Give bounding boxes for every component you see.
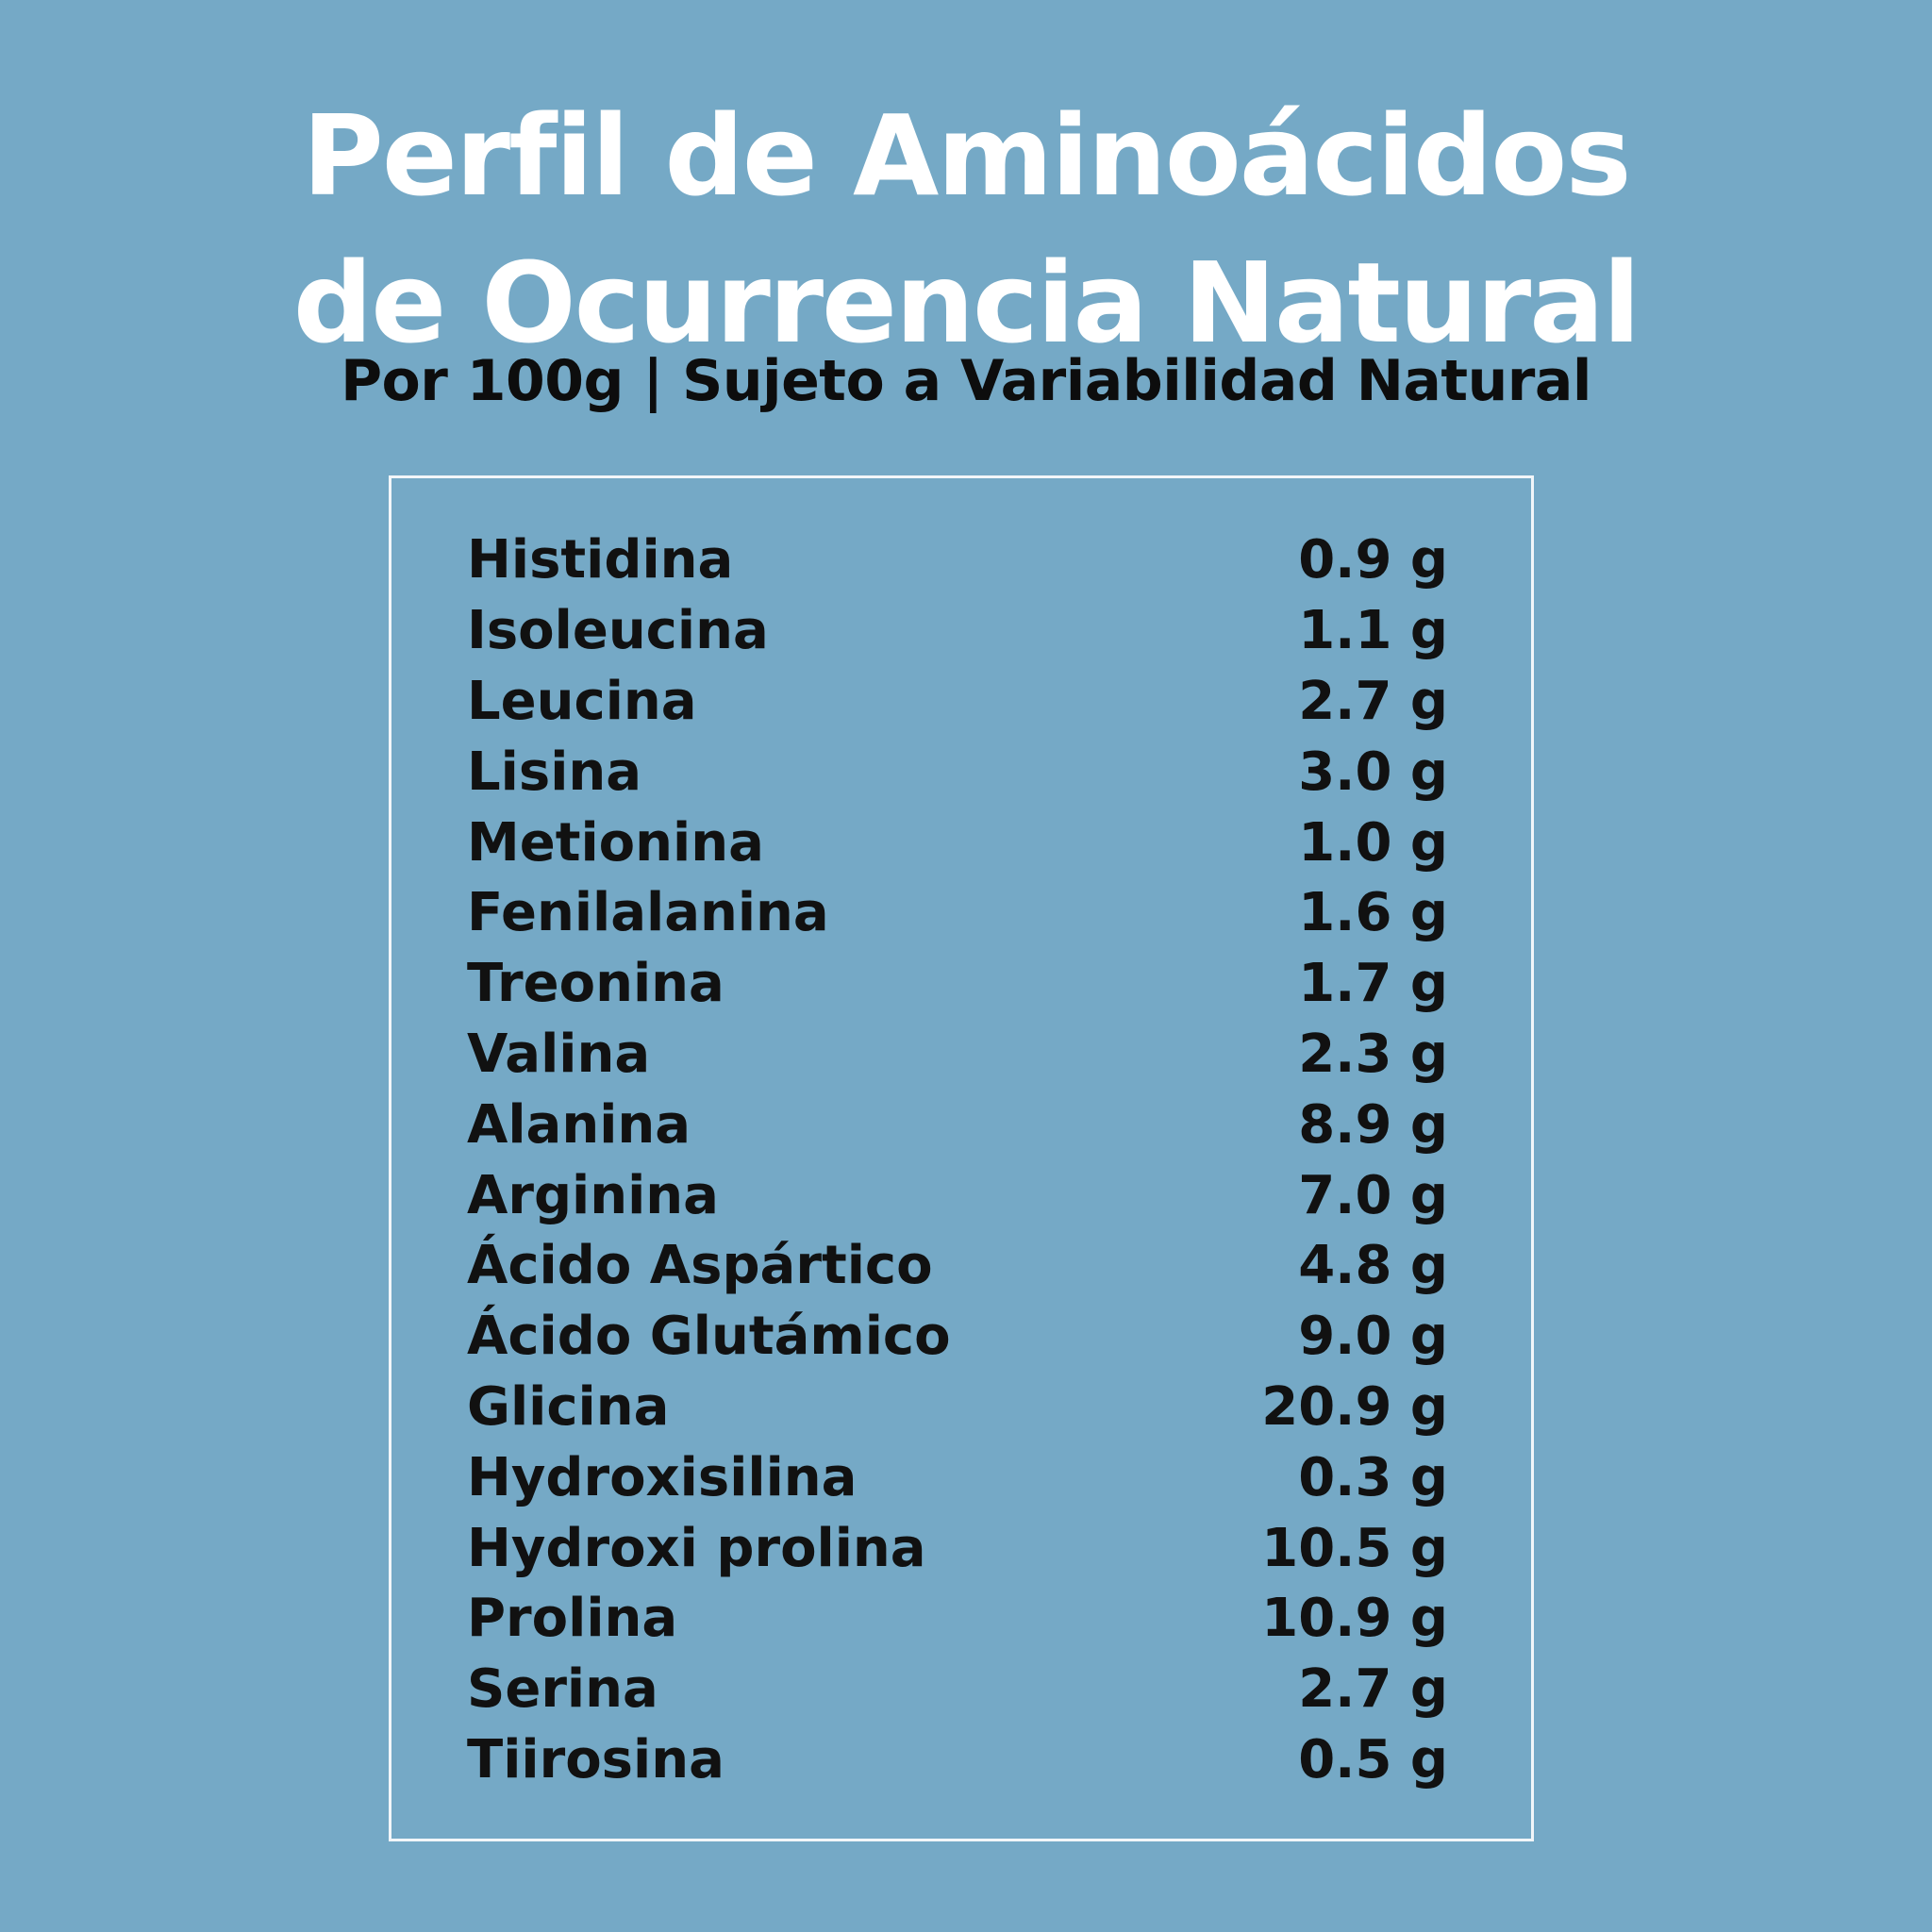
amino-acid-name: Ácido Glutámico bbox=[467, 1306, 951, 1368]
amino-acid-value: 2.7 g bbox=[1298, 670, 1448, 732]
amino-acid-value: 1.7 g bbox=[1298, 953, 1448, 1015]
amino-acid-name: Leucina bbox=[467, 670, 697, 732]
amino-acid-value: 1.0 g bbox=[1298, 811, 1448, 874]
list-item: Ácido Aspártico 4.8 g bbox=[467, 1231, 1448, 1302]
amino-acid-name: Isoleucina bbox=[467, 600, 769, 662]
list-item: Hydroxisilina 0.3 g bbox=[467, 1442, 1448, 1513]
page-title-line-1: Perfil de Aminoácidos bbox=[302, 91, 1631, 221]
amino-acid-value: 2.3 g bbox=[1298, 1023, 1448, 1085]
amino-acid-value: 3.0 g bbox=[1298, 741, 1448, 803]
amino-acid-value: 9.0 g bbox=[1298, 1306, 1448, 1368]
amino-acid-list: Histidina 0.9 g Isoleucina 1.1 g Leucina 2.… bbox=[467, 525, 1448, 1795]
amino-acid-name: Tiirosina bbox=[467, 1728, 724, 1790]
amino-acid-name: Hydroxi prolina bbox=[467, 1517, 926, 1579]
list-item: Treonina 1.7 g bbox=[467, 949, 1448, 1020]
amino-acid-name: Prolina bbox=[467, 1588, 678, 1650]
amino-acid-value: 7.0 g bbox=[1298, 1164, 1448, 1226]
amino-acid-name: Hydroxisilina bbox=[467, 1446, 858, 1508]
list-item: Valina 2.3 g bbox=[467, 1020, 1448, 1091]
amino-acid-value: 0.5 g bbox=[1298, 1728, 1448, 1790]
amino-acid-name: Valina bbox=[467, 1023, 651, 1085]
list-item: Metionina 1.0 g bbox=[467, 808, 1448, 878]
amino-acid-value: 4.8 g bbox=[1298, 1235, 1448, 1297]
list-item: Tiirosina 0.5 g bbox=[467, 1725, 1448, 1796]
amino-acid-value: 1.6 g bbox=[1298, 882, 1448, 944]
list-item: Alanina 8.9 g bbox=[467, 1090, 1448, 1160]
amino-acid-name: Ácido Aspártico bbox=[467, 1235, 933, 1297]
list-item: Lisina 3.0 g bbox=[467, 737, 1448, 808]
amino-acid-value: 0.9 g bbox=[1298, 529, 1448, 591]
amino-acid-name: Arginina bbox=[467, 1164, 719, 1226]
amino-acid-value: 8.9 g bbox=[1298, 1093, 1448, 1156]
list-item: Serina 2.7 g bbox=[467, 1655, 1448, 1725]
amino-acid-name: Lisina bbox=[467, 741, 642, 803]
list-item: Leucina 2.7 g bbox=[467, 667, 1448, 738]
list-item: Histidina 0.9 g bbox=[467, 525, 1448, 596]
amino-acid-name: Alanina bbox=[467, 1093, 691, 1156]
amino-acid-panel: Histidina 0.9 g Isoleucina 1.1 g Leucina 2.… bbox=[389, 475, 1534, 1841]
list-item: Hydroxi prolina 10.5 g bbox=[467, 1513, 1448, 1584]
amino-acid-value: 0.3 g bbox=[1298, 1446, 1448, 1508]
amino-acid-value: 20.9 g bbox=[1261, 1375, 1448, 1438]
amino-acid-name: Fenilalanina bbox=[467, 882, 829, 944]
amino-acid-value: 10.9 g bbox=[1261, 1588, 1448, 1650]
list-item: Glicina 20.9 g bbox=[467, 1373, 1448, 1443]
list-item: Fenilalanina 1.6 g bbox=[467, 878, 1448, 949]
amino-acid-name: Glicina bbox=[467, 1375, 670, 1438]
amino-acid-name: Histidina bbox=[467, 529, 734, 591]
list-item: Prolina 10.9 g bbox=[467, 1584, 1448, 1655]
list-item: Arginina 7.0 g bbox=[467, 1160, 1448, 1231]
amino-acid-value: 10.5 g bbox=[1261, 1517, 1448, 1579]
amino-acid-value: 1.1 g bbox=[1298, 600, 1448, 662]
amino-acid-name: Treonina bbox=[467, 953, 724, 1015]
amino-acid-name: Serina bbox=[467, 1658, 658, 1721]
amino-acid-name: Metionina bbox=[467, 811, 764, 874]
list-item: Isoleucina 1.1 g bbox=[467, 596, 1448, 667]
list-item: Ácido Glutámico 9.0 g bbox=[467, 1302, 1448, 1373]
page-subtitle: Por 100g | Sujeto a Variabilidad Natural bbox=[341, 348, 1591, 414]
page-title-line-2: de Ocurrencia Natural bbox=[292, 238, 1641, 368]
amino-acid-value: 2.7 g bbox=[1298, 1658, 1448, 1721]
